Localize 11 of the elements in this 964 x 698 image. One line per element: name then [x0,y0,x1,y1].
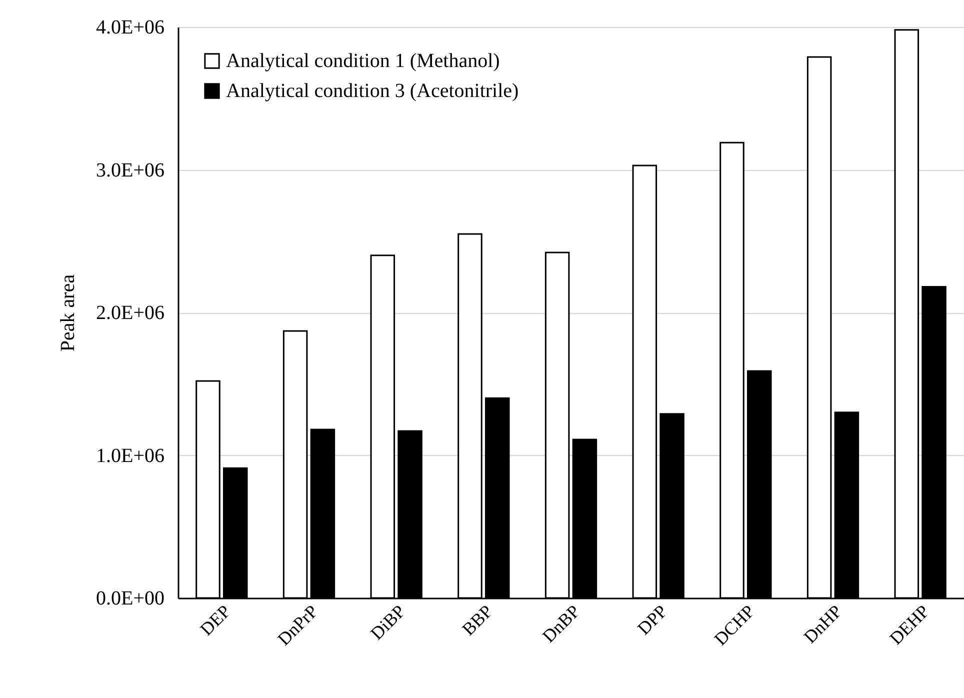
y-tick-label: 1.0E+06 [96,444,164,467]
legend-label: Analytical condition 3 (Acetonitrile) [226,80,519,102]
y-axis-title: Peak area [57,274,80,352]
y-tick-label: 4.0E+06 [96,16,164,38]
x-tick-label: DPP [634,601,672,639]
y-tick-label: 0.0E+00 [96,588,164,610]
x-tick-label: BBP [458,601,496,640]
y-tick-label: 3.0E+06 [96,159,164,182]
x-tick-label: DEP [196,601,234,640]
legend-label: Analytical condition 1 (Methanol) [226,50,500,72]
y-tick-label: 2.0E+06 [96,302,164,324]
